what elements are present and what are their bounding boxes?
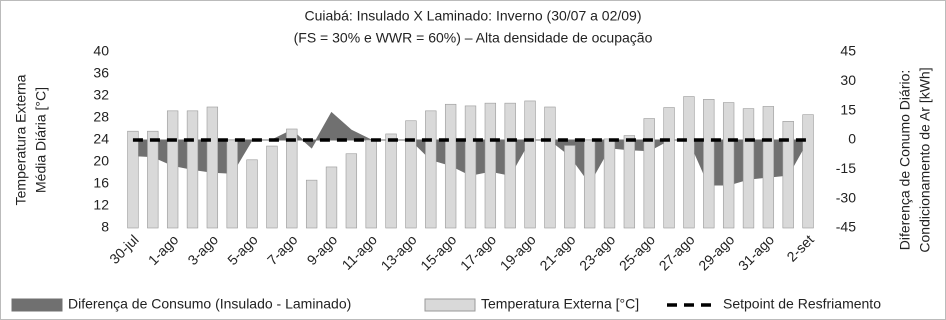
bar — [325, 166, 338, 229]
bar — [643, 118, 655, 229]
bar — [484, 102, 497, 229]
y-tick-label: 8 — [101, 219, 109, 235]
bar — [186, 110, 199, 229]
y2-tick-label: 30 — [840, 72, 856, 88]
bar — [345, 153, 358, 229]
y-axis-title: Temperatura Externa — [13, 74, 29, 205]
y-tick-label: 28 — [93, 109, 109, 125]
bar — [564, 145, 576, 229]
bar — [405, 120, 417, 229]
y-tick-label: 16 — [93, 175, 109, 191]
bar — [464, 105, 477, 229]
y-tick-label: 24 — [93, 131, 109, 147]
bar — [365, 139, 377, 229]
y-tick-label: 36 — [93, 65, 109, 81]
bar — [166, 110, 179, 229]
bar — [127, 130, 139, 229]
y-axis-title: Média Diária [°C] — [33, 87, 49, 193]
y-tick-label: 40 — [93, 43, 109, 59]
bar — [544, 106, 556, 229]
chart-subtitle: (FS = 30% e WWR = 60%) – Alta densidade … — [294, 30, 653, 46]
bar — [246, 159, 258, 229]
bar — [147, 130, 159, 229]
legend-swatch — [11, 298, 63, 312]
bar — [425, 110, 437, 229]
y2-tick-label: 45 — [840, 43, 856, 59]
legend-label: Setpoint de Resfriamento — [723, 296, 881, 312]
bar — [603, 138, 616, 229]
y-tick-label: 12 — [93, 197, 109, 213]
y-tick-label: 32 — [93, 87, 109, 103]
bar — [305, 179, 318, 229]
y2-tick-label: 15 — [840, 101, 856, 117]
bar — [504, 102, 516, 229]
bar — [802, 114, 814, 229]
chart-title: Cuiabá: Insulado X Laminado: Inverno (30… — [304, 8, 641, 24]
bar — [683, 96, 695, 229]
bar — [524, 100, 536, 229]
legend-label: Diferença de Consumo (Insulado - Laminad… — [68, 296, 351, 312]
y2-tick-label: -30 — [836, 189, 856, 205]
bar — [762, 106, 775, 229]
bar — [444, 103, 457, 229]
y2-axis-title: Diferença de Conumo Diário: — [897, 70, 913, 251]
y2-tick-label: -15 — [836, 160, 856, 176]
y2-tick-label: -45 — [836, 219, 856, 235]
legend-label: Temperatura Externa [°C] — [481, 296, 639, 312]
bar — [722, 102, 735, 229]
bar — [623, 135, 636, 229]
bar — [663, 107, 675, 229]
legend-swatch — [424, 298, 476, 312]
y2-tick-label: 0 — [848, 131, 856, 147]
y-tick-label: 20 — [93, 153, 109, 169]
bar — [703, 99, 715, 229]
bar — [206, 106, 219, 229]
bar — [782, 121, 794, 229]
bar — [742, 108, 755, 229]
bar — [226, 139, 238, 229]
bar — [286, 128, 298, 229]
bar — [266, 145, 278, 229]
y2-axis-title: Condicionamento de Ar [kWh] — [917, 67, 933, 252]
bar — [583, 139, 596, 229]
bar — [385, 133, 397, 229]
